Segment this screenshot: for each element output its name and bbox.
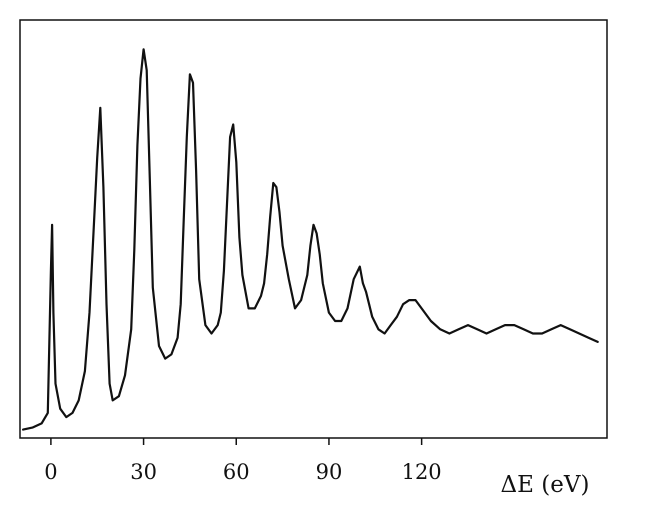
x-axis-ticks <box>50 438 423 445</box>
plot-frame <box>19 19 608 439</box>
x-axis-tick-labels: 0 30 60 90 120 <box>44 460 441 484</box>
x-tick-label: 60 <box>223 460 250 484</box>
x-axis-label: ΔE (eV) <box>501 472 590 498</box>
x-tick-label: 120 <box>402 460 442 484</box>
x-tick-label: 90 <box>316 460 343 484</box>
x-tick-label: 30 <box>130 460 157 484</box>
x-tick-label: 0 <box>44 460 57 484</box>
spectrum-line <box>22 48 599 431</box>
